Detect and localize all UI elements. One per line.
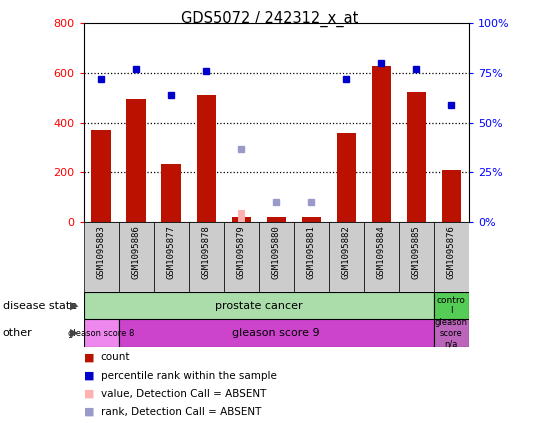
Bar	[364, 222, 399, 292]
Bar	[224, 23, 259, 222]
Text: GSM1095876: GSM1095876	[447, 225, 456, 279]
Bar	[364, 23, 399, 222]
Text: GSM1095879: GSM1095879	[237, 225, 246, 279]
Text: ■: ■	[84, 407, 94, 417]
Text: disease state: disease state	[3, 301, 77, 310]
Bar	[442, 170, 461, 222]
Text: ■: ■	[84, 352, 94, 363]
Text: ■: ■	[84, 389, 94, 399]
Text: GDS5072 / 242312_x_at: GDS5072 / 242312_x_at	[181, 11, 358, 27]
Text: contro
l: contro l	[437, 296, 466, 315]
Bar	[372, 66, 391, 222]
Text: GSM1095881: GSM1095881	[307, 225, 316, 279]
Bar	[84, 319, 119, 347]
Bar	[329, 222, 364, 292]
Text: ▶: ▶	[70, 301, 79, 310]
Text: GSM1095877: GSM1095877	[167, 225, 176, 279]
Text: percentile rank within the sample: percentile rank within the sample	[101, 371, 277, 381]
Bar	[399, 222, 434, 292]
Text: gleason
score
n/a: gleason score n/a	[435, 318, 468, 348]
Text: gleason score 9: gleason score 9	[232, 328, 320, 338]
Text: GSM1095880: GSM1095880	[272, 225, 281, 279]
Bar	[434, 319, 469, 347]
Bar	[189, 222, 224, 292]
Bar	[154, 222, 189, 292]
Text: GSM1095882: GSM1095882	[342, 225, 351, 279]
Text: count: count	[101, 352, 130, 363]
Text: ■: ■	[84, 371, 94, 381]
Text: gleason score 8: gleason score 8	[68, 329, 134, 338]
Bar	[267, 217, 286, 222]
Bar	[92, 130, 110, 222]
Text: rank, Detection Call = ABSENT: rank, Detection Call = ABSENT	[101, 407, 261, 417]
Bar	[189, 23, 224, 222]
Bar	[434, 292, 469, 319]
Bar	[434, 222, 469, 292]
Bar	[399, 23, 434, 222]
Bar	[294, 23, 329, 222]
Bar	[224, 222, 259, 292]
Text: GSM1095883: GSM1095883	[96, 225, 106, 279]
Bar	[119, 319, 434, 347]
Bar	[407, 92, 426, 222]
Bar	[337, 133, 356, 222]
Bar	[294, 222, 329, 292]
Bar	[259, 222, 294, 292]
Text: ▶: ▶	[70, 328, 79, 338]
Text: other: other	[3, 328, 32, 338]
Text: GSM1095885: GSM1095885	[412, 225, 421, 279]
Bar	[84, 222, 119, 292]
Bar	[232, 217, 251, 222]
Bar	[162, 164, 181, 222]
Bar	[434, 23, 469, 222]
Bar	[127, 99, 146, 222]
Bar	[197, 95, 216, 222]
Bar	[238, 210, 245, 222]
Bar	[119, 222, 154, 292]
Bar	[302, 217, 321, 222]
Text: GSM1095884: GSM1095884	[377, 225, 386, 279]
Bar	[259, 23, 294, 222]
Bar	[329, 23, 364, 222]
Text: GSM1095886: GSM1095886	[132, 225, 141, 279]
Bar	[154, 23, 189, 222]
Text: prostate cancer: prostate cancer	[215, 301, 302, 310]
Bar	[84, 23, 119, 222]
Text: value, Detection Call = ABSENT: value, Detection Call = ABSENT	[101, 389, 266, 399]
Text: GSM1095878: GSM1095878	[202, 225, 211, 279]
Bar	[119, 23, 154, 222]
